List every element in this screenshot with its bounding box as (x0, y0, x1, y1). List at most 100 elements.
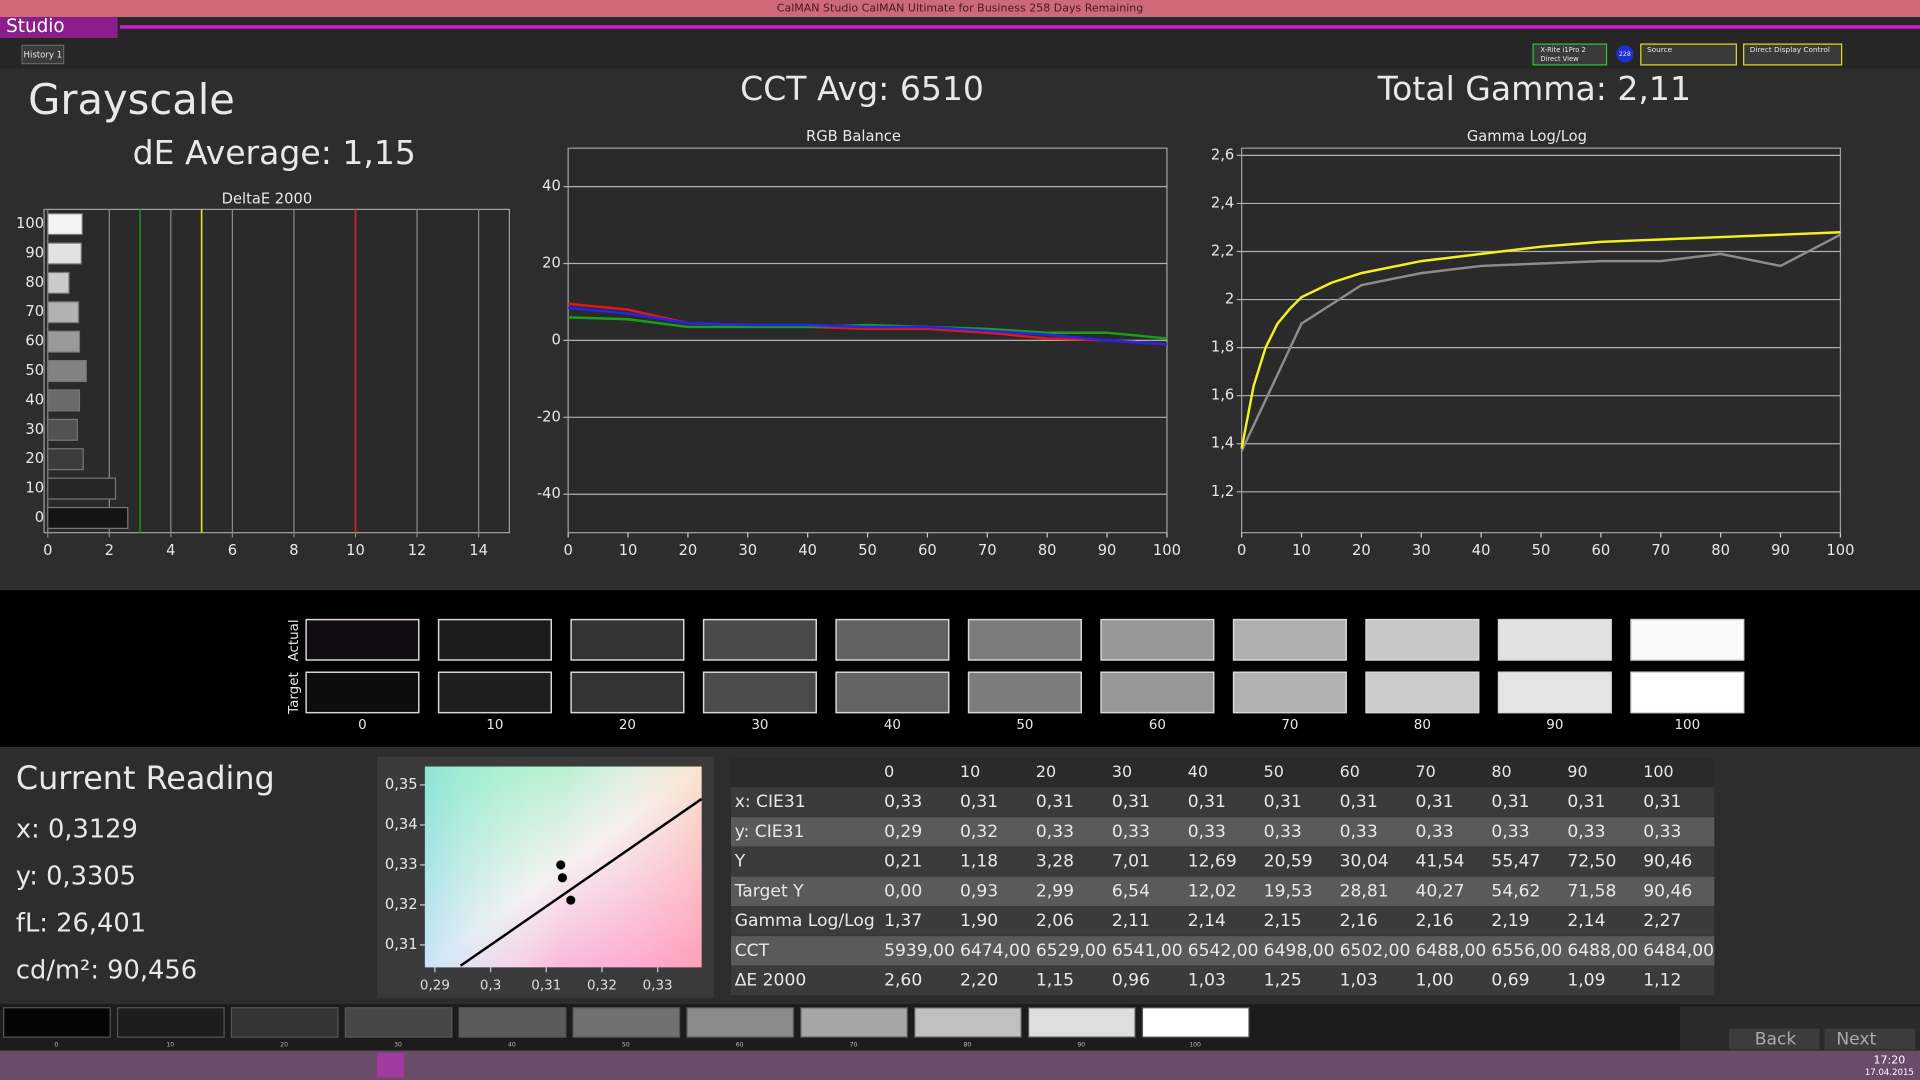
x-tick-label: 90 (1098, 542, 1117, 559)
patch[interactable] (572, 1007, 681, 1038)
patch[interactable] (686, 1007, 795, 1038)
y-tick-label: 2,2 (1211, 242, 1234, 259)
bar (47, 477, 117, 500)
x-tick-label: 0,29 (420, 979, 450, 994)
table-cell: 0,31 (1188, 792, 1226, 812)
x-tick-label: 30 (1412, 542, 1431, 559)
table-header: 30 (1112, 762, 1132, 781)
patch[interactable] (914, 1007, 1022, 1038)
display-label: Direct Display Control (1750, 45, 1830, 54)
x-tick-label: 90 (1771, 542, 1790, 559)
taskbar-app[interactable] (377, 1053, 405, 1078)
table-cell: 1,09 (1567, 971, 1605, 991)
swatch-label: 0 (358, 718, 367, 733)
table-cell: 2,14 (1567, 911, 1605, 931)
studio-button[interactable] (0, 17, 118, 38)
chart-title: RGB Balance (806, 128, 901, 145)
x-tick-label: 0 (1237, 542, 1246, 559)
table-cell: 55,47 (1491, 852, 1540, 872)
y-tick-label: -20 (537, 408, 561, 425)
table-cell: 12,02 (1188, 881, 1237, 901)
table-cell: 0,31 (1491, 792, 1529, 812)
next-button[interactable] (1824, 1028, 1916, 1050)
y-tick-label: 0 (551, 331, 560, 348)
swatch-label: 30 (751, 718, 768, 733)
plot-area (1241, 147, 1842, 534)
table-cell: 6474,00 (960, 941, 1031, 961)
patch-label: 70 (850, 1041, 858, 1048)
table-row (731, 965, 1715, 996)
y-tick-label: 0,35 (385, 776, 418, 793)
table-cell: 1,12 (1643, 971, 1681, 991)
swatch (702, 618, 817, 661)
x-tick-label: 60 (1592, 542, 1611, 559)
table-cell: CCT (735, 941, 770, 961)
table-cell: 6529,00 (1036, 941, 1107, 961)
table-cell: 2,99 (1036, 881, 1074, 901)
source-select[interactable] (1640, 43, 1737, 66)
bar (47, 389, 81, 412)
patch[interactable] (1141, 1007, 1250, 1038)
table-cell: 12,69 (1188, 852, 1237, 872)
table-header: 80 (1491, 762, 1511, 781)
reading-line: cd/m²: 90,456 (16, 955, 197, 985)
table-cell: 0,21 (884, 852, 922, 872)
patch[interactable] (230, 1007, 339, 1038)
table-cell: 0,33 (1036, 822, 1074, 842)
table-cell: 6541,00 (1112, 941, 1183, 961)
table-cell: 1,03 (1340, 971, 1378, 991)
table-cell: 0,33 (1567, 822, 1605, 842)
patch-label: 30 (394, 1041, 402, 1048)
y-tick-label: 2,4 (1211, 194, 1234, 211)
chart-title: DeltaE 2000 (222, 191, 313, 208)
x-tick-label: 20 (679, 542, 698, 559)
series-line (568, 306, 1168, 346)
table-cell: 6488,00 (1416, 941, 1487, 961)
table-cell: 2,06 (1036, 911, 1074, 931)
table-header: 100 (1643, 762, 1673, 781)
table-cell: 2,20 (960, 971, 998, 991)
x-tick-label: 20 (1352, 542, 1371, 559)
table-cell: 6484,00 (1643, 941, 1714, 961)
x-tick-label: 0 (43, 542, 52, 559)
meter-select[interactable] (1532, 43, 1608, 66)
series-line (568, 316, 1168, 340)
display-select[interactable] (1743, 43, 1843, 66)
patch[interactable] (116, 1007, 225, 1038)
patch[interactable] (800, 1007, 908, 1038)
x-tick-label: 100 (1826, 542, 1854, 559)
table-cell: 6,54 (1112, 881, 1150, 901)
patch-label: 80 (963, 1041, 971, 1048)
x-tick-label: 10 (346, 542, 365, 559)
y-tick-label: 1,6 (1211, 387, 1234, 404)
table-cell: 5939,00 (884, 941, 955, 961)
point (565, 894, 577, 906)
patch-label: 100 (1189, 1041, 1201, 1048)
table-cell: 6542,00 (1188, 941, 1259, 961)
patch-label: 90 (1077, 1041, 1085, 1048)
x-tick-label: 80 (1038, 542, 1057, 559)
plot-area (43, 208, 510, 534)
back-label: Back (1755, 1030, 1797, 1050)
table-cell: 2,27 (1643, 911, 1681, 931)
swatch (1630, 671, 1745, 714)
page-title: Grayscale (28, 75, 235, 124)
series-line (1240, 233, 1841, 452)
patch[interactable] (458, 1007, 567, 1038)
patch[interactable] (1027, 1007, 1136, 1038)
patch-label: 10 (166, 1041, 174, 1048)
patch[interactable] (3, 1007, 111, 1038)
swatch (967, 618, 1082, 661)
swatch (1365, 618, 1480, 661)
patch[interactable] (344, 1007, 453, 1038)
patch-label: 60 (736, 1041, 744, 1048)
x-tick-label: 10 (1292, 542, 1311, 559)
back-button[interactable] (1728, 1028, 1820, 1050)
table-cell: 0,31 (1643, 792, 1681, 812)
x-tick-label: 10 (619, 542, 638, 559)
x-tick-label: 100 (1153, 542, 1181, 559)
window-buttons[interactable] (1836, 2, 1898, 15)
history-tab[interactable] (21, 44, 65, 65)
table-cell: 0,33 (1643, 822, 1681, 842)
badge[interactable] (1616, 45, 1634, 63)
